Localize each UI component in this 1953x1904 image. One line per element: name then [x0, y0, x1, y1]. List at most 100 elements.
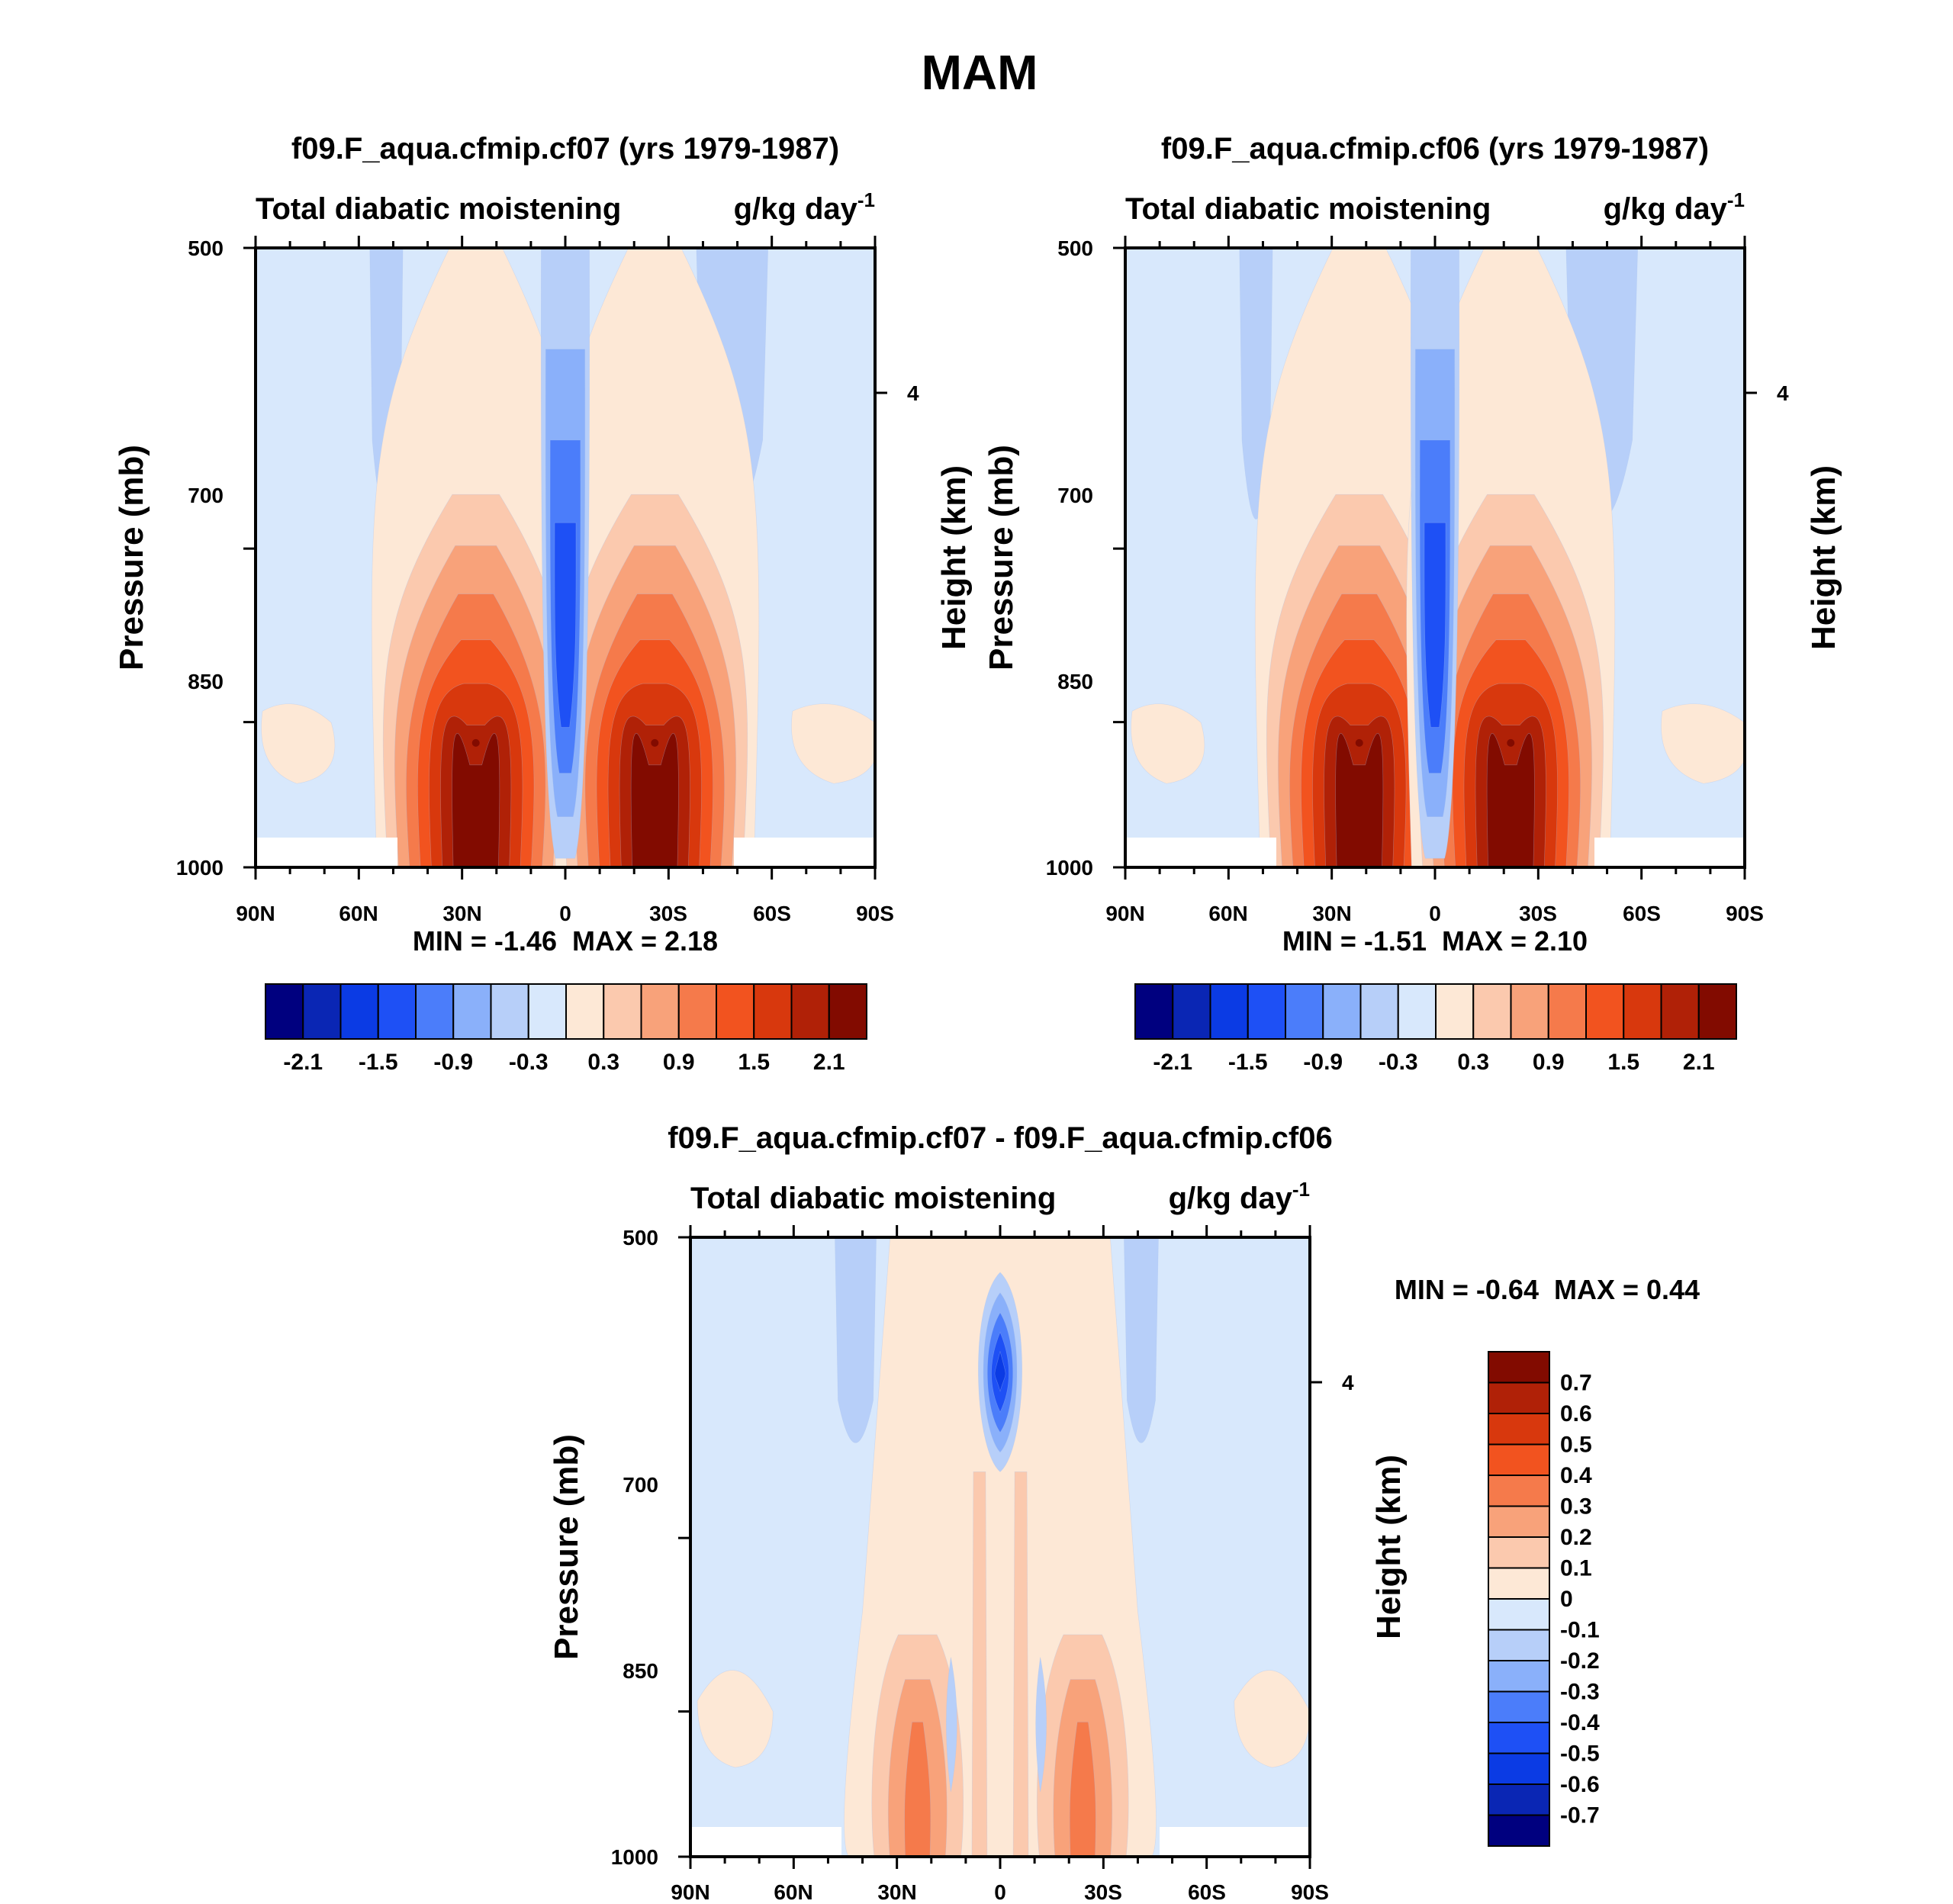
colorbar-label: 0.9 [663, 1050, 695, 1075]
units-label: g/kg day-1 [1604, 188, 1745, 226]
right-tick-4: 4 [1342, 1371, 1354, 1394]
contour-band [1131, 703, 1205, 784]
xtick-90S: 90S [1726, 902, 1764, 925]
xtick-90N: 90N [671, 1880, 709, 1904]
min-max-label: MIN = -0.64 MAX = 0.44 [1395, 1274, 1700, 1305]
variable-label: Total diabatic moistening [690, 1182, 1056, 1215]
colorbar-swatch [1547, 983, 1587, 1040]
colorbar-label: -2.1 [283, 1050, 323, 1075]
ytick-850: 850 [188, 670, 224, 693]
panel-title: f09.F_aqua.cfmip.cf06 (yrs 1979-1987) [1161, 132, 1709, 166]
colorbar: -2.1 -1.5 -0.9 -0.3 0.3 0.9 1.5 2.1 [265, 983, 867, 1075]
xtick-30S: 30S [1084, 1880, 1122, 1904]
min-max-label: MIN = -1.51 MAX = 2.10 [1282, 925, 1588, 957]
ytick-500: 500 [623, 1226, 658, 1250]
colorbar-swatch [1510, 983, 1549, 1040]
units-label: g/kg day-1 [734, 188, 875, 226]
colorbar-label: 0.3 [587, 1050, 619, 1075]
contour-band [791, 703, 875, 784]
colorbar-swatch [790, 983, 830, 1040]
colorbar-vertical: 0.7 0.6 0.5 0.4 0.3 0.2 0.1 0 -0.1 -0.2 -0.3 -0.4 -0… [1488, 1351, 1600, 1847]
colorbar-swatch [1488, 1690, 1550, 1723]
colorbar-swatch [753, 983, 793, 1040]
contour-band [994, 1351, 1006, 1392]
contour-band [261, 703, 336, 784]
colorbar-label: -0.2 [1560, 1648, 1600, 1674]
colorbar-label: 0.2 [1560, 1525, 1592, 1550]
missing-data-south [1594, 838, 1744, 867]
colorbar-swatch [1488, 1351, 1550, 1384]
colorbar-swatch [1488, 1660, 1550, 1693]
colorbar-label: 1.5 [738, 1050, 770, 1075]
peak-marker [1507, 738, 1515, 747]
colorbar-swatch [1697, 983, 1737, 1040]
contour-band [554, 522, 577, 728]
colorbar-label: -0.1 [1560, 1618, 1600, 1643]
peak-marker [471, 738, 480, 747]
xtick-0: 0 [559, 902, 571, 925]
ytick-850: 850 [1057, 670, 1093, 693]
colorbar-swatch [302, 983, 342, 1040]
y-axis-label-right: Height (km) [1370, 1455, 1408, 1639]
panel-cf07: f09.F_aqua.cfmip.cf07 (yrs 1979-1987) To… [113, 132, 973, 1075]
contour-band [904, 1722, 931, 1857]
colorbar-label: -0.3 [1379, 1050, 1418, 1075]
axis-ticks [243, 236, 887, 880]
contour-band [452, 733, 500, 867]
colorbar-label: -0.6 [1560, 1772, 1600, 1797]
axis-ticks [1113, 236, 1757, 880]
colorbar-label: 0.7 [1560, 1371, 1592, 1396]
colorbar-label: -0.5 [1560, 1742, 1600, 1767]
xtick-60S: 60S [1623, 902, 1661, 925]
xtick-60N: 60N [1208, 902, 1247, 925]
units-label: g/kg day-1 [1169, 1178, 1310, 1215]
missing-data-south [1160, 1827, 1309, 1856]
colorbar-label: -0.9 [1303, 1050, 1343, 1075]
missing-data-north [1126, 838, 1276, 867]
colorbar-swatch [1397, 983, 1437, 1040]
colorbar-label: 0.5 [1560, 1433, 1592, 1458]
ytick-1000: 1000 [611, 1845, 658, 1869]
colorbar-label: 0.6 [1560, 1401, 1592, 1426]
colorbar-swatch [490, 983, 529, 1040]
xtick-90S: 90S [1291, 1880, 1329, 1904]
xtick-90N: 90N [236, 902, 275, 925]
colorbar-label: -0.4 [1560, 1710, 1600, 1735]
xtick-30N: 30N [877, 1880, 916, 1904]
right-tick-4: 4 [907, 381, 919, 405]
colorbar-label: -1.5 [359, 1050, 398, 1075]
ytick-500: 500 [1057, 236, 1093, 260]
contour-band [946, 1657, 957, 1793]
xtick-30N: 30N [1312, 902, 1351, 925]
contour-band [1012, 1471, 1029, 1857]
colorbar-swatch [415, 983, 455, 1040]
colorbar-swatch [1472, 983, 1512, 1040]
contour-band [630, 733, 679, 867]
ytick-1000: 1000 [1046, 856, 1093, 880]
colorbar-swatch [377, 983, 417, 1040]
colorbar-swatch [640, 983, 680, 1040]
colorbar-swatch [1359, 983, 1399, 1040]
colorbar-swatch [1488, 1783, 1550, 1816]
missing-data-north [256, 838, 397, 867]
colorbar-swatch [565, 983, 605, 1040]
xtick-60N: 60N [339, 902, 378, 925]
panel-difference: f09.F_aqua.cfmip.cf07 - f09.F_aqua.cfmip… [548, 1121, 1700, 1904]
colorbar-swatch [1209, 983, 1249, 1040]
xtick-30N: 30N [442, 902, 481, 925]
colorbar-swatch [1488, 1752, 1550, 1785]
colorbar-swatch [1488, 1567, 1550, 1600]
colorbar: -2.1 -1.5 -0.9 -0.3 0.3 0.9 1.5 2.1 [1134, 983, 1737, 1075]
colorbar-label: -0.9 [433, 1050, 473, 1075]
colorbar-swatch [1623, 983, 1662, 1040]
colorbar-label: -1.5 [1228, 1050, 1268, 1075]
colorbar-label: 0.1 [1560, 1556, 1592, 1581]
contour-band [971, 1471, 988, 1857]
contour-band [1234, 1670, 1310, 1768]
colorbar-swatch [339, 983, 379, 1040]
colorbar-label: 0.4 [1560, 1463, 1592, 1488]
colorbar-swatch [1322, 983, 1362, 1040]
panel-cf06: f09.F_aqua.cfmip.cf06 (yrs 1979-1987) To… [983, 132, 1842, 1075]
ytick-1000: 1000 [176, 856, 224, 880]
